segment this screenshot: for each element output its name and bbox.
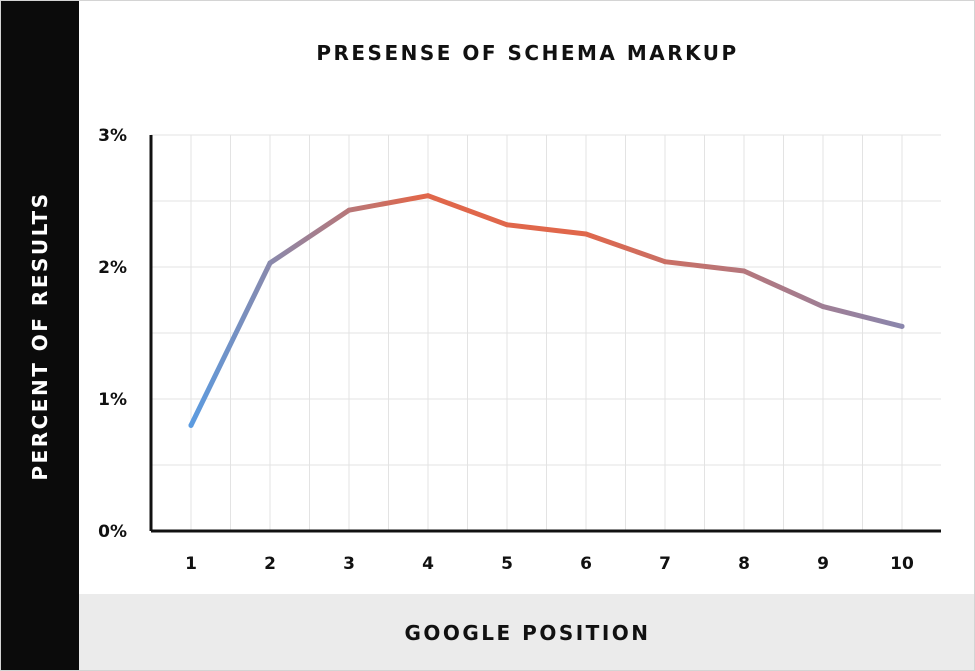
- data-point: [188, 422, 194, 428]
- x-tick-label: 3: [343, 554, 355, 574]
- x-axis-label: GOOGLE POSITION: [404, 621, 651, 645]
- data-point: [583, 231, 589, 237]
- x-tick-label: 6: [580, 554, 592, 574]
- axes: [149, 135, 941, 533]
- data-point: [899, 323, 905, 329]
- y-tick-label: 0%: [98, 522, 127, 542]
- y-axis-label-bar: PERCENT OF RESULTS: [1, 1, 79, 670]
- data-point: [267, 260, 273, 266]
- y-tick-labels: 0% 1% 2% 3%: [98, 126, 127, 542]
- data-point: [662, 259, 668, 265]
- x-tick-label: 7: [659, 554, 671, 574]
- data-point: [820, 304, 826, 310]
- data-point: [504, 222, 510, 228]
- x-axis-label-bar: GOOGLE POSITION: [79, 594, 974, 670]
- data-point: [346, 207, 352, 213]
- x-tick-label: 2: [264, 554, 276, 574]
- data-point: [425, 193, 431, 199]
- x-tick-label: 8: [738, 554, 750, 574]
- y-tick-label: 1%: [98, 390, 127, 410]
- grid: [151, 134, 941, 531]
- x-tick-label: 10: [890, 554, 914, 574]
- y-tick-label: 2%: [98, 258, 127, 278]
- x-tick-label: 9: [817, 554, 829, 574]
- data-point: [741, 268, 747, 274]
- x-tick-label: 5: [501, 554, 513, 574]
- x-tick-label: 1: [185, 554, 197, 574]
- x-tick-label: 4: [422, 554, 434, 574]
- x-tick-labels: 1 2 3 4 5 6 7 8 9 10: [185, 554, 914, 574]
- series-line: [188, 193, 905, 428]
- chart-title: PRESENSE OF SCHEMA MARKUP: [316, 41, 739, 65]
- y-tick-label: 3%: [98, 126, 127, 146]
- series-layer: [188, 193, 905, 428]
